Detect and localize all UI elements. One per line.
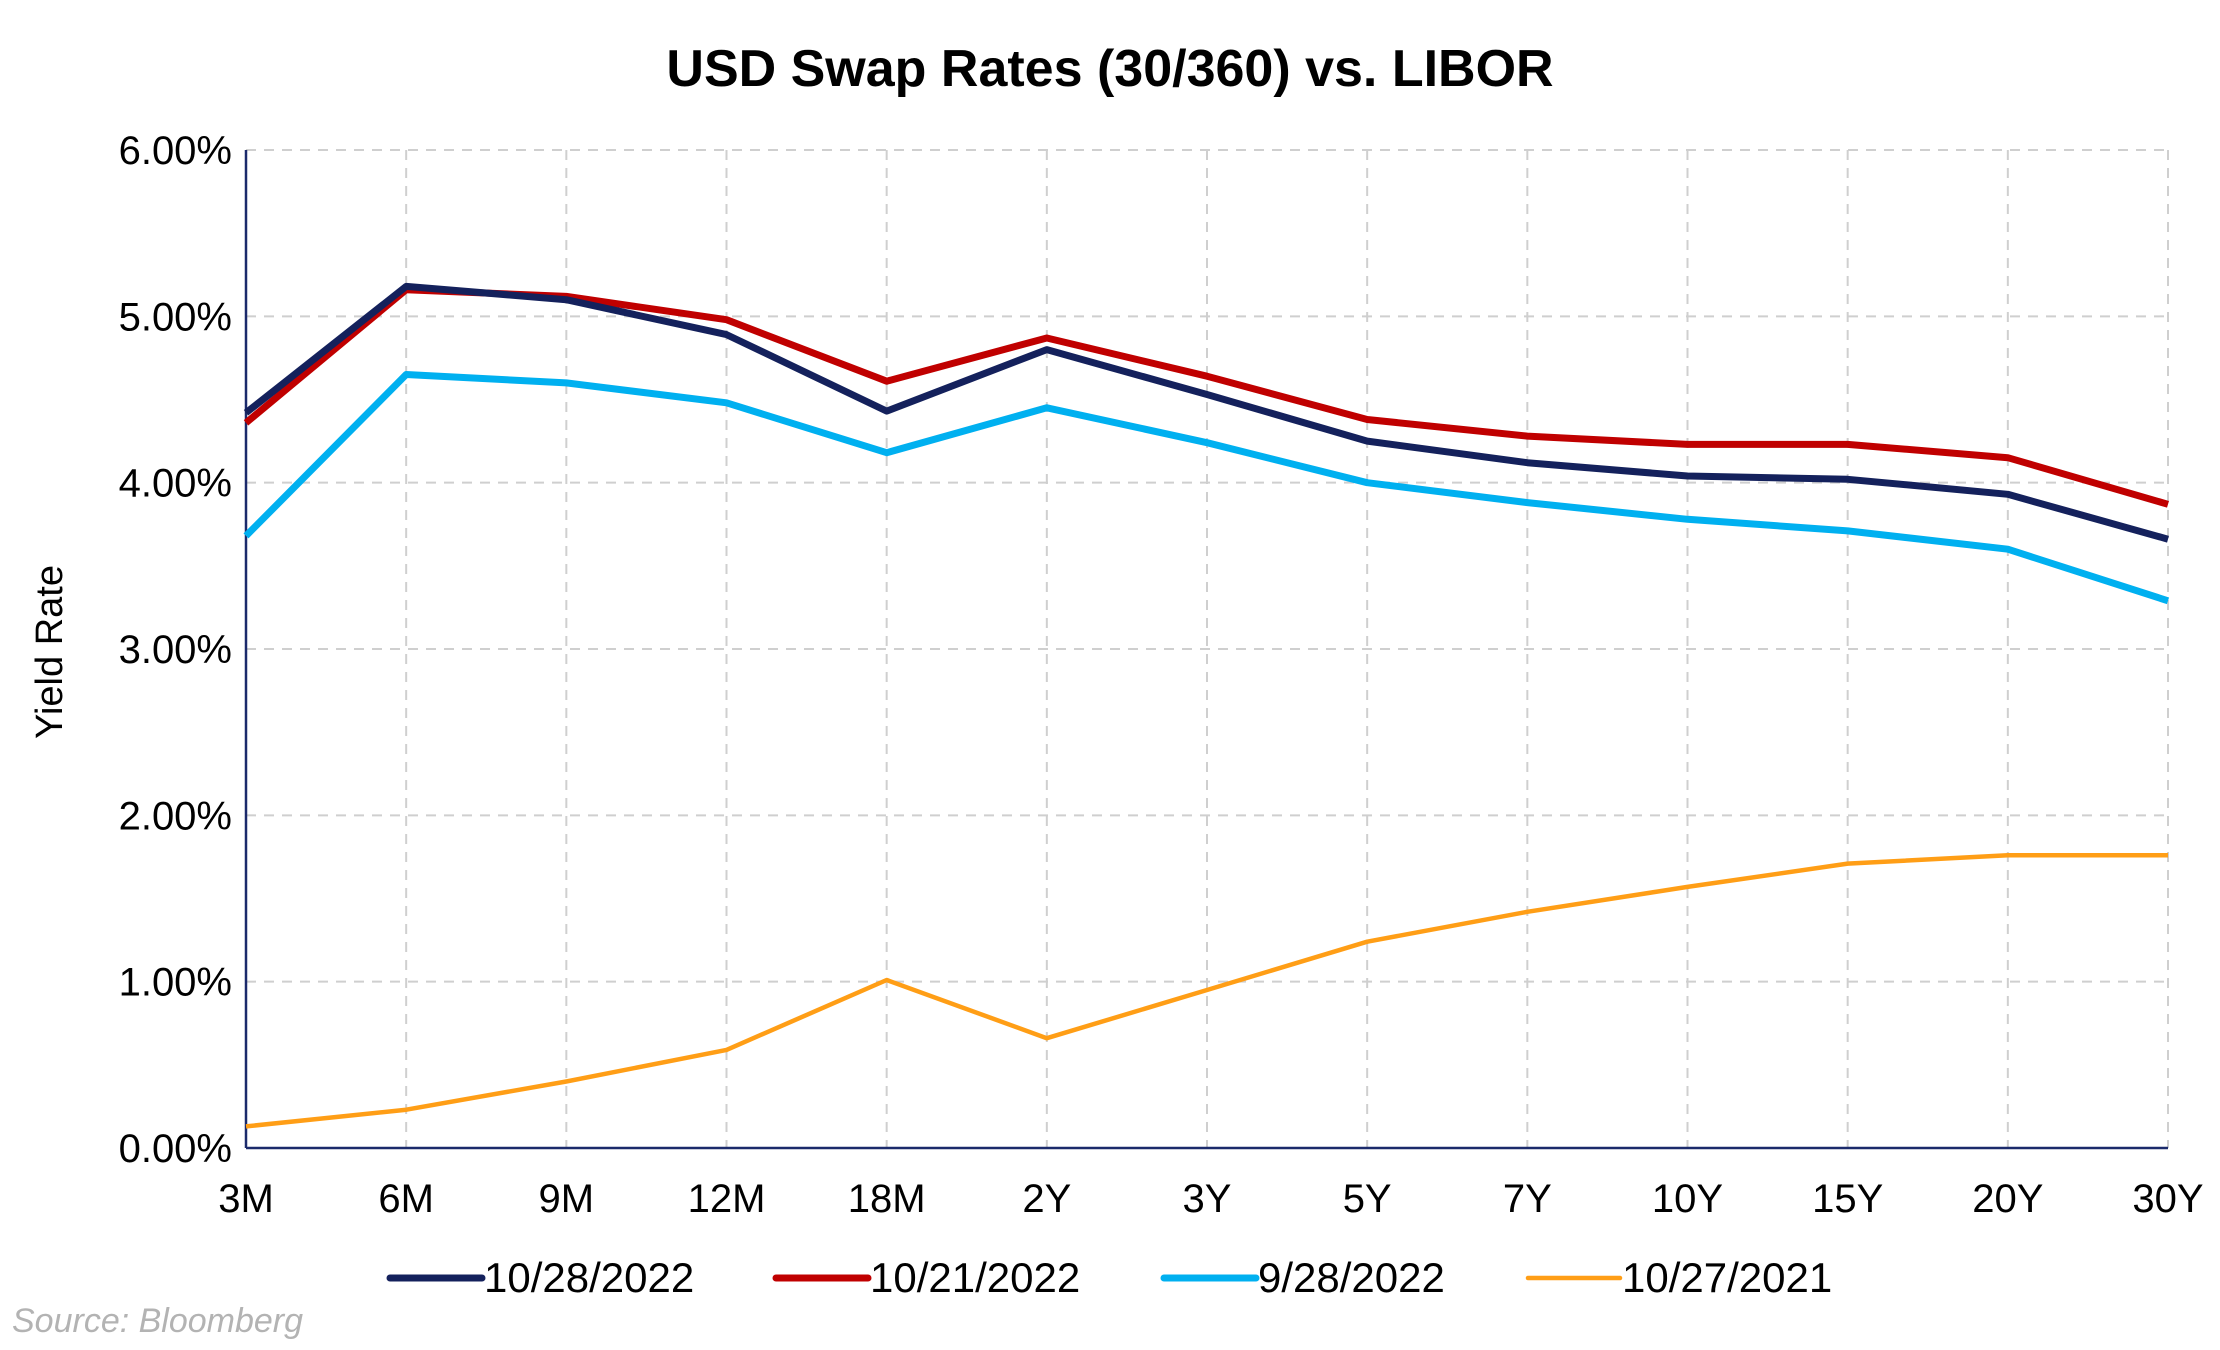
series-line <box>245 853 2168 1129</box>
y-tick-label: 1.00% <box>119 961 232 1005</box>
x-tick-label: 6M <box>378 1177 434 1221</box>
x-tick-label: 5Y <box>1343 1177 1392 1221</box>
series-line <box>243 282 2169 543</box>
y-axis-ticks: 0.00% 1.00% 2.00% 3.00% 4.00% 5.00% 6.00% <box>119 129 232 1171</box>
y-tick-label: 0.00% <box>119 1127 232 1171</box>
x-tick-label: 15Y <box>1812 1177 1883 1221</box>
x-tick-label: 20Y <box>1972 1177 2043 1221</box>
x-tick-label: 10Y <box>1652 1177 1723 1221</box>
legend-label: 10/21/2022 <box>870 1254 1080 1301</box>
x-tick-label: 30Y <box>2132 1177 2203 1221</box>
chart-title: USD Swap Rates (30/360) vs. LIBOR <box>666 40 1553 98</box>
series-lines <box>243 282 2170 1129</box>
y-tick-label: 2.00% <box>119 794 232 838</box>
x-tick-label: 2Y <box>1022 1177 1071 1221</box>
x-axis-ticks: 3M 6M 9M 12M 18M 2Y 3Y 5Y 7Y 10Y 15Y 20Y 30Y <box>218 1177 2203 1221</box>
x-tick-label: 3M <box>218 1177 274 1221</box>
y-tick-label: 5.00% <box>119 295 232 339</box>
x-tick-label: 3Y <box>1183 1177 1232 1221</box>
x-tick-label: 7Y <box>1503 1177 1552 1221</box>
legend-label: 10/27/2021 <box>1622 1254 1832 1301</box>
x-tick-label: 9M <box>539 1177 595 1221</box>
axes <box>244 150 2168 1150</box>
y-tick-label: 6.00% <box>119 129 232 173</box>
x-tick-label: 18M <box>848 1177 926 1221</box>
legend-label: 10/28/2022 <box>484 1254 694 1301</box>
x-tick-label: 12M <box>688 1177 766 1221</box>
y-axis-label: Yield Rate <box>29 565 71 739</box>
series-line <box>243 371 2170 605</box>
source-note: Source: Bloomberg <box>12 1302 303 1340</box>
y-tick-label: 3.00% <box>119 628 232 672</box>
legend: 10/28/2022 10/21/2022 9/28/2022 10/27/2021 <box>386 1254 1832 1301</box>
legend-label: 9/28/2022 <box>1258 1254 1445 1301</box>
y-tick-label: 4.00% <box>119 462 232 506</box>
